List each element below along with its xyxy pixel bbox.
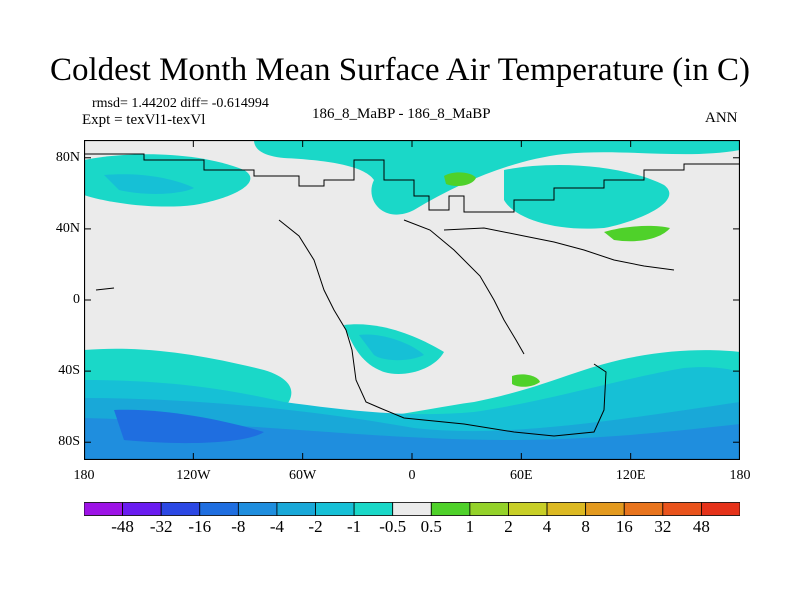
colorbar	[84, 502, 740, 516]
colorbar-level-label: 32	[654, 517, 672, 536]
colorbar-swatch	[392, 502, 432, 516]
colorbar-swatch	[237, 502, 278, 516]
colorbar-level-label: 48	[692, 517, 710, 536]
x-tick-label: 60W	[289, 468, 317, 483]
colorbar-swatch	[315, 502, 355, 516]
south-atlantic-cold	[359, 334, 424, 361]
warm-patch-arctic	[444, 172, 476, 186]
y-tick-label: 40N	[55, 220, 80, 236]
colorbar-swatch	[276, 502, 316, 516]
y-tick-label: 40S	[58, 363, 80, 379]
colorbar-swatch	[430, 502, 471, 516]
arctic-anomaly	[254, 140, 740, 215]
expt-line: Expt = texVl1-texVl	[82, 112, 206, 128]
colorbar-swatch	[623, 502, 664, 516]
colorbar-level-label: 2	[504, 517, 513, 536]
season-label: ANN	[705, 110, 738, 126]
siberia-anomaly	[504, 165, 670, 229]
colorbar-swatch	[662, 502, 702, 516]
north-pacific-cold	[104, 174, 194, 194]
y-tick-label: 80S	[58, 434, 80, 450]
colorbar-swatch	[546, 502, 587, 516]
x-tick-label: 180	[73, 468, 95, 483]
coastlines	[84, 153, 740, 437]
colorbar-swatch	[585, 502, 625, 516]
colorbar-swatch	[353, 502, 394, 516]
colorbar-level-label: -4	[269, 517, 285, 536]
colorbar-level-label: 16	[615, 517, 633, 536]
pacific-sector-coldest	[114, 409, 264, 444]
y-tick-label: 80N	[55, 149, 80, 165]
axis-ticks	[84, 140, 740, 460]
y-tick-label: 0	[73, 292, 80, 307]
x-tick-label: 120W	[176, 468, 211, 483]
colorbar-level-label: 1	[465, 517, 475, 536]
colorbar-swatch	[508, 502, 548, 516]
colorbar-swatch	[469, 502, 509, 516]
warm-patch-east-asia	[604, 225, 670, 242]
colorbar-level-label: 0.5	[420, 517, 442, 536]
x-tick-label: 120E	[615, 468, 646, 483]
x-tick-label: 60E	[510, 468, 533, 483]
colorbar-swatch	[701, 502, 740, 516]
colorbar-level-label: -8	[231, 517, 246, 536]
x-tick-label: 180	[729, 468, 751, 483]
warm-patch-south	[512, 374, 540, 387]
colorbar-level-label: -48	[111, 517, 134, 536]
stats-line: rmsd= 1.44202 diff= -0.614994	[92, 96, 269, 111]
colorbar-level-label: -0.5	[379, 517, 407, 536]
x-tick-label: 0	[408, 468, 416, 483]
colorbar-level-label: -32	[149, 517, 173, 536]
chart-title: Coldest Month Mean Surface Air Temperatu…	[50, 52, 750, 88]
colorbar-level-label: -1	[347, 517, 362, 536]
colorbar-level-label: -2	[308, 517, 323, 536]
center-label: 186_8_MaBP - 186_8_MaBP	[312, 106, 491, 122]
colorbar-level-label: 4	[542, 517, 552, 536]
temperature-anomaly-map	[84, 140, 740, 460]
colorbar-swatch	[199, 502, 239, 516]
colorbar-level-label: 8	[581, 517, 590, 536]
colorbar-swatch	[122, 502, 162, 516]
colorbar-level-label: -16	[188, 517, 212, 536]
colorbar-swatch	[84, 502, 123, 516]
colorbar-swatch	[160, 502, 201, 516]
